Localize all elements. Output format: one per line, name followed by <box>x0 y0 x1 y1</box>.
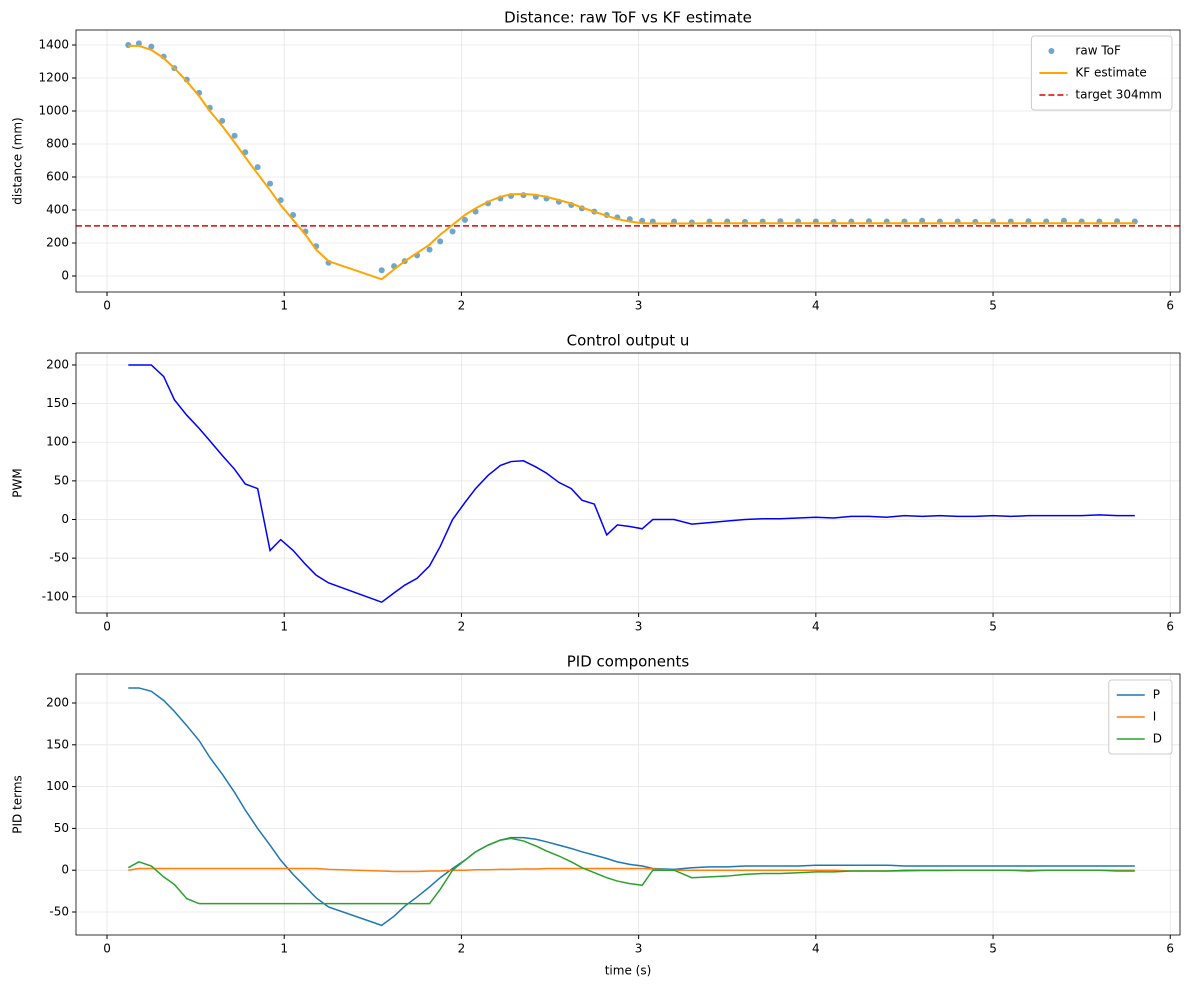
axes-frame <box>75 673 1181 936</box>
plot-area <box>127 687 1135 927</box>
x-tick-label: 0 <box>103 620 111 634</box>
x-tick-label: 4 <box>812 620 820 634</box>
legend-frame <box>1030 35 1173 111</box>
x-axis-label: time (s) <box>605 964 652 978</box>
y-tick-label: 50 <box>54 473 69 487</box>
y-tick-label: 1200 <box>38 71 69 85</box>
series-line <box>128 44 1135 281</box>
legend-label: KF estimate <box>1075 66 1146 80</box>
x-tick-label: 3 <box>635 299 643 313</box>
y-tick-label: -100 <box>42 589 69 603</box>
x-tick-label: 0 <box>103 942 111 956</box>
legend-label: P <box>1153 688 1160 702</box>
subplot: 0 1 2 3 4 5 6 -100 -50 0 50 100 150 200 Control output… <box>11 332 1181 634</box>
legend: PID <box>1108 679 1173 755</box>
plot-area <box>76 40 1180 281</box>
x-tick-label: 3 <box>635 942 643 956</box>
y-tick-label: 100 <box>46 779 69 793</box>
y-tick-label: 0 <box>61 863 69 877</box>
x-tick-label: 5 <box>989 620 997 634</box>
y-tick-label: 1000 <box>38 104 69 118</box>
y-tick-label: 100 <box>46 435 69 449</box>
data-point <box>449 228 456 235</box>
axes-frame <box>75 29 1181 293</box>
legend-label: target 304mm <box>1075 88 1162 102</box>
x-tick-label: 5 <box>989 942 997 956</box>
plot-area <box>128 364 1135 604</box>
x-tick-label: 4 <box>812 942 820 956</box>
data-point <box>426 246 433 253</box>
legend-label: I <box>1153 710 1157 724</box>
y-tick-label: 200 <box>46 696 69 710</box>
data-point <box>254 164 261 171</box>
data-point <box>437 238 444 245</box>
chart-title: Distance: raw ToF vs KF estimate <box>504 9 752 27</box>
y-tick-label: 800 <box>46 137 69 151</box>
y-tick-label: 50 <box>54 821 69 835</box>
y-tick-label: -50 <box>49 551 69 565</box>
legend-label: D <box>1153 732 1162 746</box>
legend-marker <box>1048 48 1055 54</box>
x-tick-label: 1 <box>280 620 288 634</box>
axes-frame <box>75 352 1181 614</box>
y-tick-label: 0 <box>61 512 69 526</box>
x-tick-label: 3 <box>635 620 643 634</box>
y-tick-label: -50 <box>49 905 69 919</box>
y-tick-label: 200 <box>46 235 69 249</box>
x-tick-label: 2 <box>458 942 466 956</box>
x-tick-label: 1 <box>280 299 288 313</box>
data-point <box>267 180 274 187</box>
x-tick-label: 6 <box>1166 942 1174 956</box>
y-tick-label: 150 <box>46 396 69 410</box>
y-tick-label: 400 <box>46 203 69 217</box>
series-line <box>127 837 1135 905</box>
subplot: 0 1 2 3 4 5 6 -50 0 50 100 150 200 PID components PID … <box>11 653 1181 978</box>
chart-title: PID components <box>567 653 690 671</box>
y-axis-label: PWM <box>11 468 25 497</box>
data-point <box>290 211 297 218</box>
y-tick-label: 600 <box>46 170 69 184</box>
x-tick-label: 5 <box>989 299 997 313</box>
subplot: 0 1 2 3 4 5 6 0 200 400 600 800 1000 1200 1400 Distance… <box>11 9 1181 313</box>
x-tick-label: 2 <box>458 620 466 634</box>
data-point <box>231 132 238 139</box>
legend-label: raw ToF <box>1075 44 1121 58</box>
x-tick-label: 0 <box>103 299 111 313</box>
data-point <box>148 43 155 50</box>
data-point <box>461 216 468 223</box>
data-point <box>378 267 385 274</box>
data-point <box>219 117 226 124</box>
legend: raw ToF KF estimate target 304mm <box>1030 35 1173 111</box>
series-line <box>128 687 1135 927</box>
y-tick-label: 150 <box>46 737 69 751</box>
x-tick-label: 4 <box>812 299 820 313</box>
y-tick-label: 0 <box>61 268 69 282</box>
y-axis-label: distance (mm) <box>11 117 25 204</box>
x-tick-label: 1 <box>280 942 288 956</box>
x-tick-label: 6 <box>1166 620 1174 634</box>
chart-title: Control output u <box>567 332 690 350</box>
y-axis-label: PID terms <box>11 775 25 834</box>
x-tick-label: 2 <box>458 299 466 313</box>
series-line <box>128 364 1135 604</box>
y-tick-label: 1400 <box>38 38 69 52</box>
x-tick-label: 6 <box>1166 299 1174 313</box>
y-tick-label: 200 <box>46 357 69 371</box>
